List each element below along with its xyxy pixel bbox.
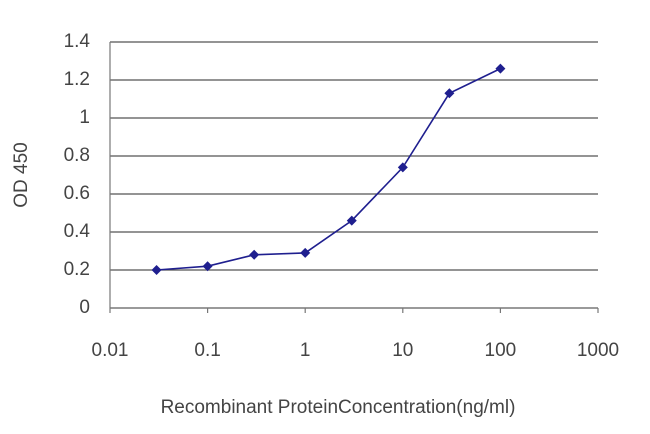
data-line	[156, 67, 501, 271]
x-tick-label: 1	[300, 340, 311, 361]
data-point	[151, 265, 162, 275]
data-point	[300, 247, 311, 258]
y-tick-label: 0.2	[64, 259, 90, 280]
data-point	[495, 63, 506, 74]
data-point	[202, 261, 213, 272]
x-tick-label: 10	[392, 340, 413, 361]
y-tick-label: 1.2	[64, 69, 90, 90]
y-axis-label: OD 450	[11, 142, 32, 207]
y-tick-label: 1	[79, 107, 90, 128]
x-axis-label: Recombinant ProteinConcentration(ng/ml)	[161, 397, 516, 418]
data-point	[346, 215, 357, 226]
x-tick-label: 1000	[577, 340, 619, 361]
data-point	[397, 162, 408, 173]
x-tick-label: 0.1	[194, 340, 220, 361]
data-point	[249, 249, 260, 260]
x-tick-label: 0.01	[92, 340, 129, 361]
y-tick-label: 0	[79, 297, 90, 318]
y-tick-label: 0.8	[64, 145, 90, 166]
y-tick-label: 0.6	[64, 183, 90, 204]
y-tick-label: 1.4	[64, 31, 91, 52]
data-point	[444, 88, 455, 99]
x-tick-label: 100	[485, 340, 517, 361]
y-tick-label: 0.4	[64, 221, 91, 242]
